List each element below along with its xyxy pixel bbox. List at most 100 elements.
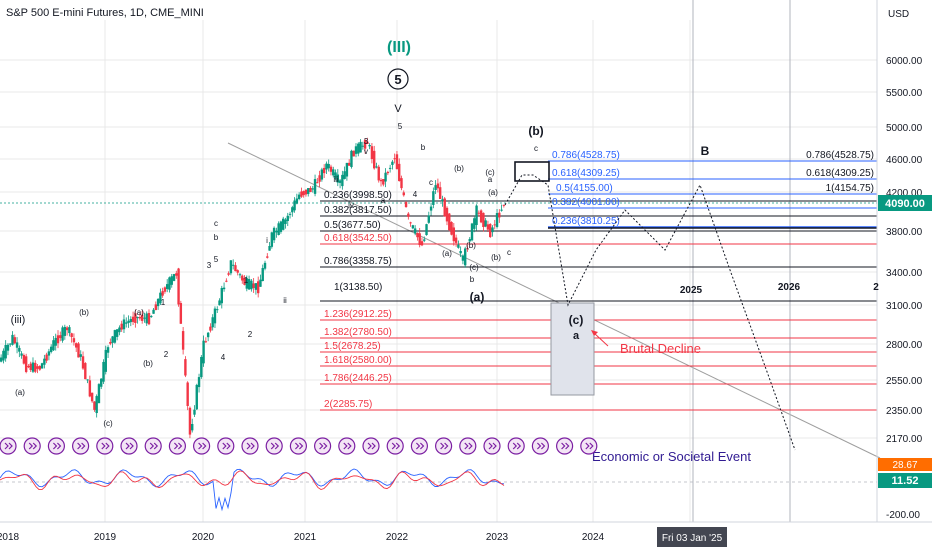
candle-body bbox=[418, 233, 421, 246]
candle-body bbox=[20, 353, 23, 356]
candle-body bbox=[279, 221, 283, 232]
event-icon-arrow bbox=[56, 442, 62, 450]
candle-body bbox=[34, 362, 37, 372]
candle-body bbox=[307, 188, 310, 194]
event-icon-arrow bbox=[153, 442, 159, 450]
wave-small-label: (a) bbox=[134, 308, 144, 317]
candle-body bbox=[154, 304, 158, 311]
event-icon-arrow bbox=[226, 442, 231, 450]
candle-body bbox=[165, 284, 169, 289]
candle-body bbox=[200, 357, 203, 378]
event-icon-arrow bbox=[565, 442, 570, 450]
event-icon-arrow bbox=[274, 442, 280, 450]
candle-body bbox=[175, 273, 178, 276]
event-icon-arrow bbox=[468, 442, 473, 450]
candle-body bbox=[127, 320, 130, 323]
candle-body bbox=[388, 167, 392, 169]
wave-small-label: 1 bbox=[161, 298, 166, 307]
candle-body bbox=[352, 150, 355, 157]
candle-body bbox=[140, 315, 144, 321]
event-icon-arrow bbox=[512, 442, 518, 450]
candle-body bbox=[297, 194, 301, 199]
osc-line-red bbox=[0, 470, 505, 491]
candle-body bbox=[500, 209, 503, 211]
projection-path bbox=[504, 174, 796, 451]
candle-body bbox=[391, 161, 394, 165]
candle-body bbox=[477, 212, 481, 214]
wave-small-label: b bbox=[421, 143, 426, 152]
wave-small-label: (c) bbox=[485, 168, 495, 177]
price-tick: 2800.00 bbox=[886, 340, 923, 351]
candle-body bbox=[15, 342, 19, 348]
candle-body bbox=[115, 329, 119, 337]
candle-body bbox=[145, 313, 148, 324]
candle-body bbox=[489, 224, 492, 237]
candle-body bbox=[466, 248, 469, 250]
wave-small-label: c bbox=[214, 219, 218, 228]
projection-line bbox=[504, 174, 796, 451]
wave-small-label: 3 bbox=[207, 261, 212, 270]
event-icon-arrow bbox=[415, 442, 421, 450]
price-series bbox=[0, 137, 506, 439]
candle-body bbox=[24, 356, 28, 372]
wave-small-label: iv bbox=[348, 201, 354, 210]
current-price-text: 4090.00 bbox=[885, 198, 925, 210]
candle-body bbox=[163, 287, 167, 292]
price-tick: 2550.00 bbox=[886, 376, 923, 387]
candle-body bbox=[368, 144, 371, 147]
candle-body bbox=[72, 338, 76, 343]
event-icon-arrow bbox=[343, 442, 348, 450]
event-icon-arrow bbox=[419, 442, 425, 450]
candle-body bbox=[172, 274, 176, 281]
candle-body bbox=[120, 323, 123, 330]
candle-body bbox=[363, 140, 367, 149]
candle-body bbox=[27, 365, 30, 368]
candle-body bbox=[227, 273, 230, 275]
candle-body bbox=[81, 356, 85, 369]
candle-body bbox=[295, 198, 299, 204]
candle-body bbox=[393, 158, 396, 160]
oscillator-pane bbox=[0, 468, 877, 512]
candle-body bbox=[413, 228, 417, 234]
candle-body bbox=[486, 224, 490, 230]
event-icon-arrow bbox=[81, 442, 86, 450]
time-tick: 2023 bbox=[486, 532, 509, 543]
wave-small-label: (c) bbox=[469, 263, 479, 272]
candle-body bbox=[213, 308, 217, 324]
wave-small-label: (c) bbox=[103, 419, 113, 428]
candle-body bbox=[29, 363, 32, 371]
candle-body bbox=[313, 179, 317, 194]
wave-b-label: (b) bbox=[528, 124, 543, 138]
fib-label: 1(3138.50) bbox=[334, 282, 382, 293]
event-icon-arrow bbox=[77, 442, 82, 450]
candle-body bbox=[0, 357, 3, 362]
candle-body bbox=[159, 292, 162, 304]
event-icon-arrow bbox=[391, 442, 397, 450]
candle-body bbox=[113, 330, 117, 343]
fib-blue-label: 0.786(4528.75) bbox=[552, 150, 620, 161]
candle-body bbox=[136, 316, 139, 319]
candle-body bbox=[377, 166, 380, 181]
candle-body bbox=[450, 222, 453, 235]
candle-body bbox=[9, 343, 12, 345]
event-icon-arrow bbox=[536, 442, 542, 450]
candle-body bbox=[325, 163, 328, 170]
candle-body bbox=[463, 248, 467, 266]
price-tick: 2350.00 bbox=[886, 406, 923, 417]
candle-body bbox=[395, 154, 399, 170]
event-icon-arrow bbox=[105, 442, 110, 450]
candle-body bbox=[77, 343, 80, 358]
candle-body bbox=[293, 200, 296, 211]
candle-body bbox=[347, 162, 351, 166]
osc-line-blue bbox=[0, 468, 505, 512]
event-icon-arrow bbox=[222, 442, 227, 450]
event-icon-arrow bbox=[589, 442, 594, 450]
indicator-tag-1 bbox=[878, 458, 932, 471]
wave-small-label: (b) bbox=[466, 241, 476, 250]
candle-body bbox=[138, 317, 142, 319]
candle-body bbox=[484, 220, 487, 227]
candle-body bbox=[125, 322, 128, 324]
